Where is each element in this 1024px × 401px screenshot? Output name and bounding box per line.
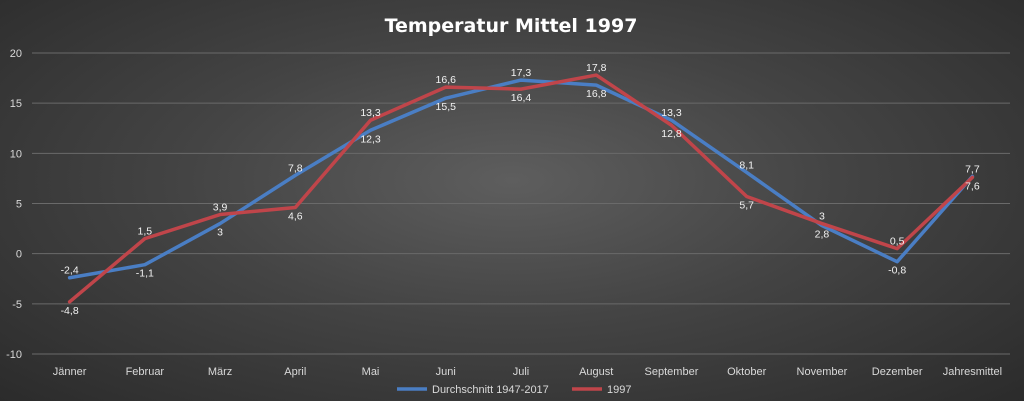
x-tick-label: August [579,366,613,378]
data-label: 3 [819,211,825,223]
data-label: 4,6 [288,211,303,223]
y-tick-label: 0 [16,249,22,261]
data-label: 17,8 [586,62,607,74]
data-label: -4,8 [61,305,79,317]
series-lines [67,73,975,304]
x-tick-label: Jahresmittel [943,366,1002,378]
x-tick-label: Juni [436,366,456,378]
data-label: 2,8 [815,229,830,241]
x-tick-label: Dezember [872,366,923,378]
data-label: 17,3 [511,67,532,79]
x-tick-label: September [645,366,699,378]
x-tick-label: April [284,366,306,378]
series-line [67,73,975,304]
y-tick-label: -10 [6,349,22,361]
data-label: 16,4 [511,92,532,104]
data-label: 13,3 [661,107,682,119]
data-label: 1,5 [138,226,153,238]
y-tick-label: 10 [10,148,22,160]
data-label: 7,8 [288,162,303,174]
y-tick-label: 5 [16,199,22,211]
data-labels: -2,4 -1,1 3 7,8 12,3 15,5 17,3 16,8 13,3 8,1 2,8 -0… [61,62,980,317]
series-line [67,78,975,280]
data-label: 12,8 [661,128,682,140]
x-tick-label: Jänner [53,366,87,378]
data-label: 5,7 [739,199,754,211]
x-tick-label: Oktober [727,366,766,378]
data-label: 16,8 [586,88,607,100]
legend-label: 1997 [607,384,631,396]
x-tick-label: November [797,366,848,378]
data-label: -0,8 [888,265,906,277]
y-tick-label: 20 [10,48,22,60]
data-label: 7,7 [965,163,980,175]
chart-title: Temperatur Mittel 1997 [385,15,638,37]
legend: Durchschnitt 1947-2017 1997 [397,384,631,396]
data-label: 12,3 [360,133,381,145]
x-tick-label: Mai [362,366,380,378]
y-axis-ticks: -10 -5 0 5 10 15 20 [6,48,22,361]
data-label: 8,1 [739,159,754,171]
gridlines [32,52,1010,355]
x-tick-label: Februar [126,366,165,378]
legend-label: Durchschnitt 1947-2017 [432,384,549,396]
y-tick-label: 15 [10,98,22,110]
data-label: 3,9 [213,202,228,214]
data-label: 13,3 [360,107,381,119]
x-tick-label: Juli [513,366,530,378]
data-label: 16,6 [436,74,457,86]
data-label: 3 [217,227,223,239]
data-label: -2,4 [61,265,79,277]
x-axis-ticks: Jänner Februar März April Mai Juni Juli August S… [53,366,1002,378]
data-label: 7,6 [965,180,980,192]
data-label: 0,5 [890,236,905,248]
data-label: 15,5 [436,101,457,113]
x-tick-label: März [208,366,232,378]
y-tick-label: -5 [12,299,22,311]
data-label: -1,1 [136,268,154,280]
